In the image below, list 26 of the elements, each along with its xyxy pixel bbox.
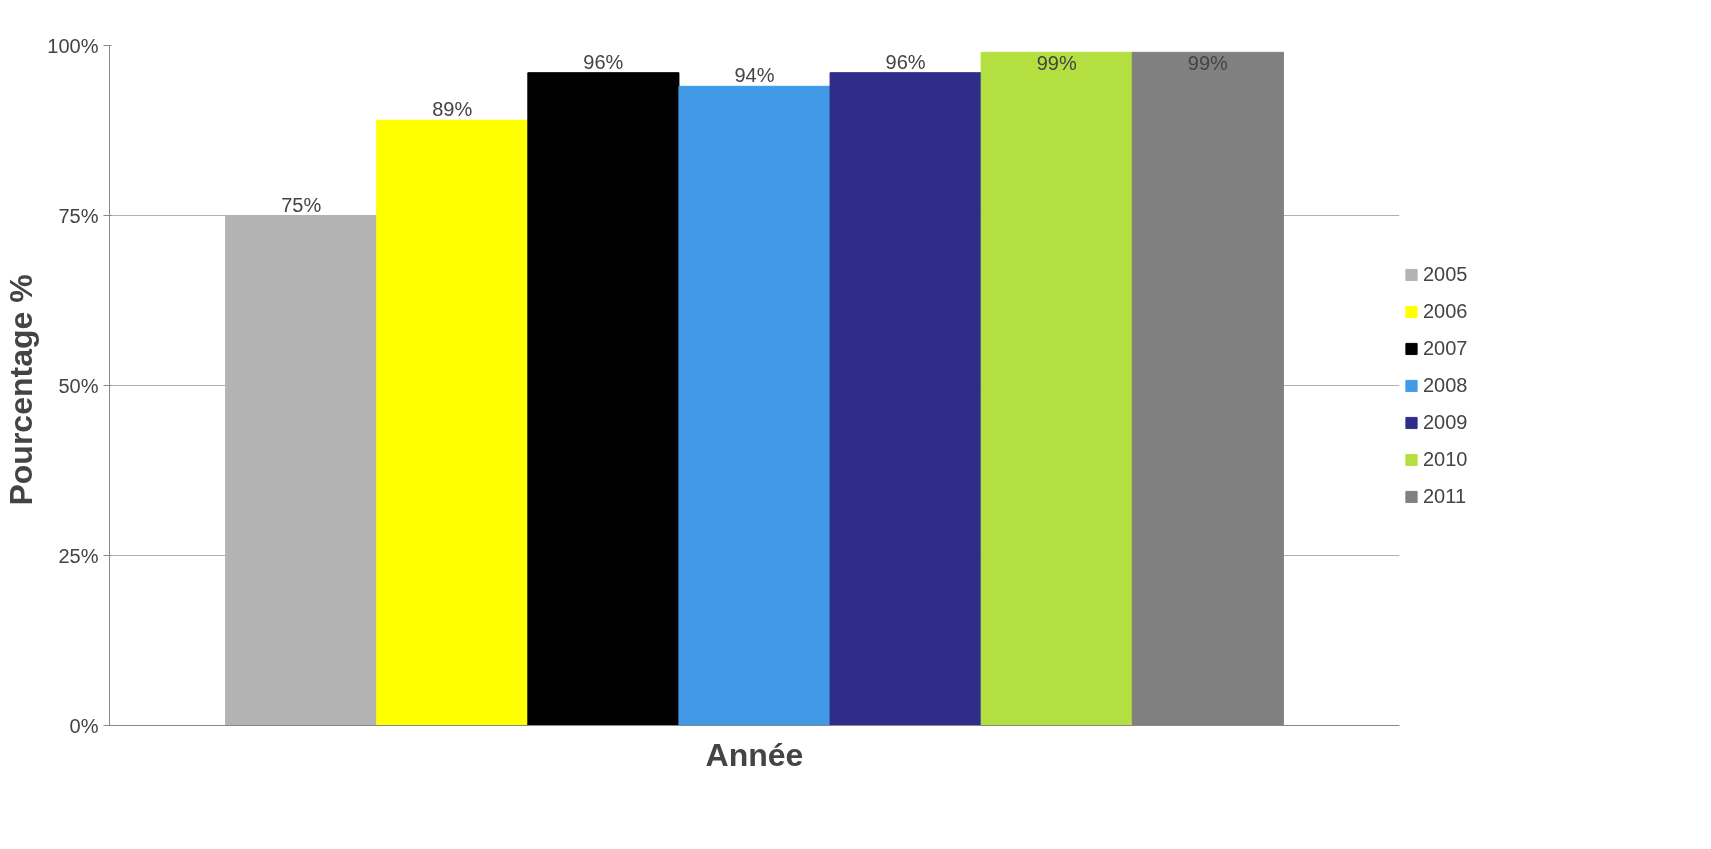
data-label: 99%	[1187, 52, 1229, 75]
bar	[527, 72, 680, 726]
legend-label: 2005	[1423, 262, 1468, 286]
bar	[829, 72, 982, 726]
data-label: 96%	[583, 50, 624, 73]
data-label: 89%	[432, 98, 473, 121]
legend-label: 2006	[1423, 299, 1468, 323]
legend-label: 2008	[1423, 373, 1468, 397]
bar	[376, 119, 529, 726]
legend-label: 2010	[1423, 447, 1468, 471]
data-label: 94%	[734, 64, 775, 87]
data-label: 99%	[1036, 52, 1077, 75]
y-tick-label: 0%	[69, 714, 99, 737]
legend-label: 2007	[1423, 336, 1468, 360]
bar	[678, 85, 831, 726]
data-label: 75%	[281, 193, 322, 216]
data-label: 96%	[885, 50, 926, 73]
legend-label: 2011	[1423, 484, 1467, 508]
y-tick-label: 100%	[47, 34, 99, 57]
y-axis-title: Pourcentage %	[3, 274, 40, 506]
y-tick-label: 25%	[58, 544, 99, 567]
y-tick-label: 50%	[58, 374, 99, 397]
bar	[980, 51, 1133, 726]
legend-label: 2009	[1423, 410, 1468, 434]
y-tick-label: 75%	[58, 204, 99, 227]
x-axis-title: Année	[705, 736, 804, 773]
